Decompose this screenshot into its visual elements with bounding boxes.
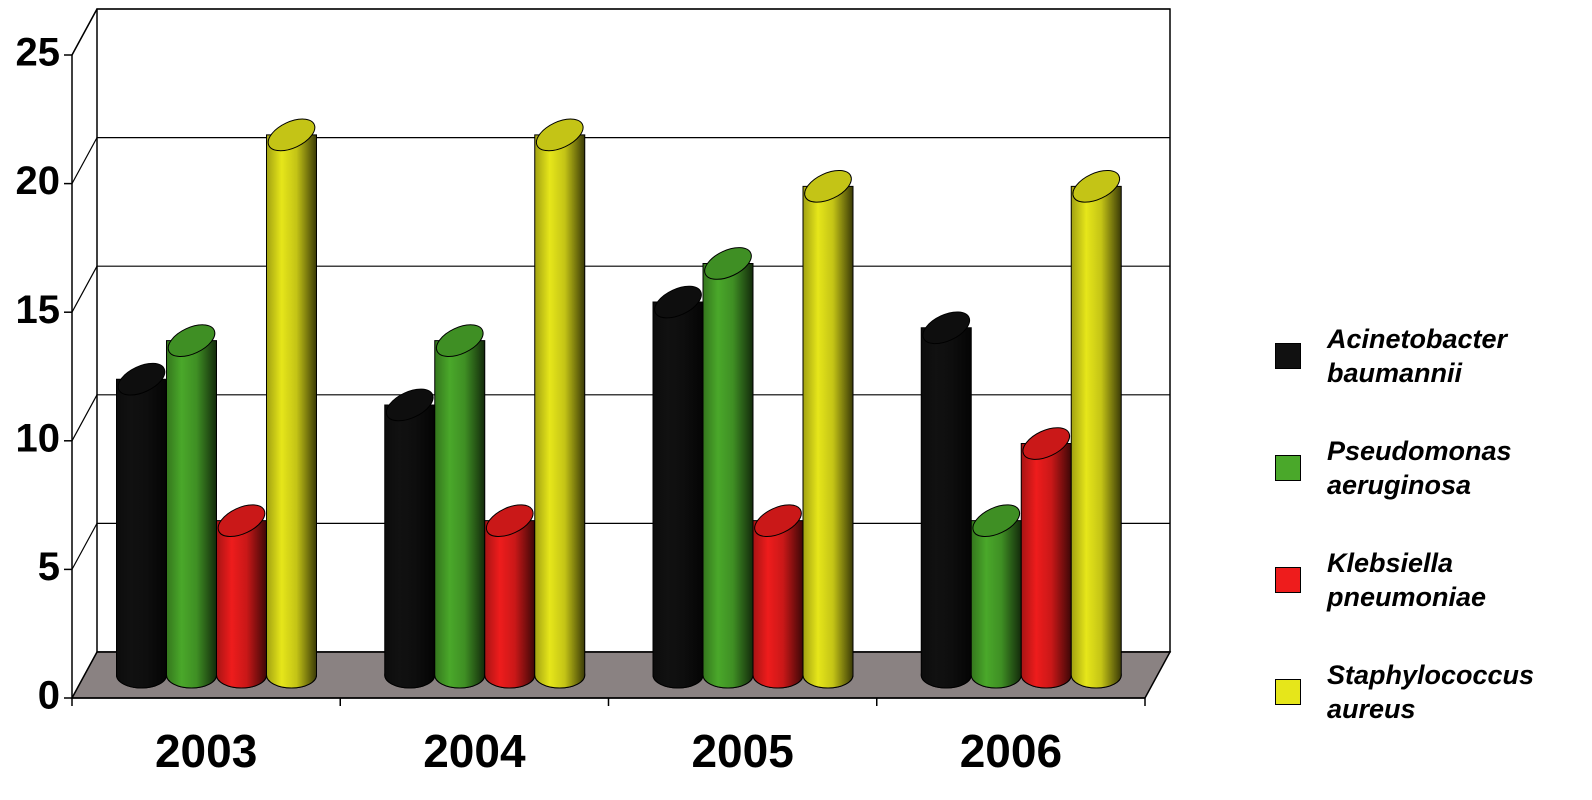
- y-tick-label: 15: [16, 288, 61, 332]
- bar-top: [804, 169, 852, 203]
- legend-label: Staphylococcus aureus: [1327, 660, 1535, 724]
- bar: [534, 134, 586, 689]
- bar: [384, 404, 436, 689]
- grid-line: [71, 394, 98, 442]
- legend-item: Klebsiella pneumoniae: [1275, 524, 1575, 636]
- bar: [216, 520, 267, 689]
- bar: [116, 378, 167, 689]
- x-tick-label: 2003: [155, 725, 257, 777]
- bar-top: [654, 285, 702, 319]
- y-tick-label: 5: [38, 545, 60, 589]
- bar: [970, 520, 1022, 689]
- bar-top: [267, 118, 316, 152]
- bar: [484, 520, 536, 689]
- bar-top: [535, 118, 584, 152]
- bar: [166, 340, 217, 689]
- grid-line: [71, 137, 98, 184]
- bar: [802, 185, 854, 689]
- legend-label: Acinetobacter baumannii: [1327, 324, 1508, 388]
- legend-label: Pseudomonas aeruginosa: [1327, 436, 1512, 500]
- bar-top: [385, 388, 434, 422]
- bar-top: [754, 504, 802, 538]
- grid-line: [71, 8, 98, 56]
- grid-line: [71, 265, 98, 313]
- bar-top: [117, 362, 166, 396]
- legend-swatch: [1275, 455, 1301, 481]
- grid-line: [71, 651, 98, 699]
- x-tick-label: 2004: [423, 725, 526, 777]
- bar: [1020, 443, 1072, 689]
- bar-top: [1072, 169, 1121, 203]
- legend-item: Staphylococcus aureus: [1275, 636, 1575, 748]
- y-tick-label: 25: [16, 31, 61, 75]
- legend: Acinetobacter baumannii Pseudomonas aerug…: [1275, 300, 1575, 748]
- legend-swatch: [1275, 343, 1301, 369]
- grid-line: [71, 523, 98, 570]
- legend-swatch: [1275, 567, 1301, 593]
- bar: [1070, 185, 1122, 689]
- bar-top: [435, 324, 484, 357]
- bar: [652, 301, 704, 689]
- bar-top: [217, 504, 266, 538]
- bar-top: [922, 311, 971, 345]
- legend-label: Klebsiella pneumoniae: [1327, 548, 1487, 612]
- bar: [920, 327, 972, 689]
- bar-top: [167, 324, 216, 357]
- y-tick-label: 0: [38, 674, 60, 718]
- y-tick-label: 20: [16, 159, 61, 203]
- bar-top: [972, 504, 1021, 538]
- x-tick-label: 2006: [960, 725, 1062, 777]
- bar: [434, 340, 486, 689]
- bar-top: [704, 247, 752, 280]
- legend-swatch: [1275, 679, 1301, 705]
- x-tick-label: 2005: [691, 725, 793, 777]
- y-tick-label: 10: [16, 416, 61, 460]
- bar-top: [1022, 427, 1071, 460]
- legend-item: Acinetobacter baumannii: [1275, 300, 1575, 412]
- legend-item: Pseudomonas aeruginosa: [1275, 412, 1575, 524]
- bar-top: [485, 504, 534, 538]
- bar: [702, 262, 754, 689]
- bar: [752, 520, 804, 689]
- bar: [266, 134, 317, 689]
